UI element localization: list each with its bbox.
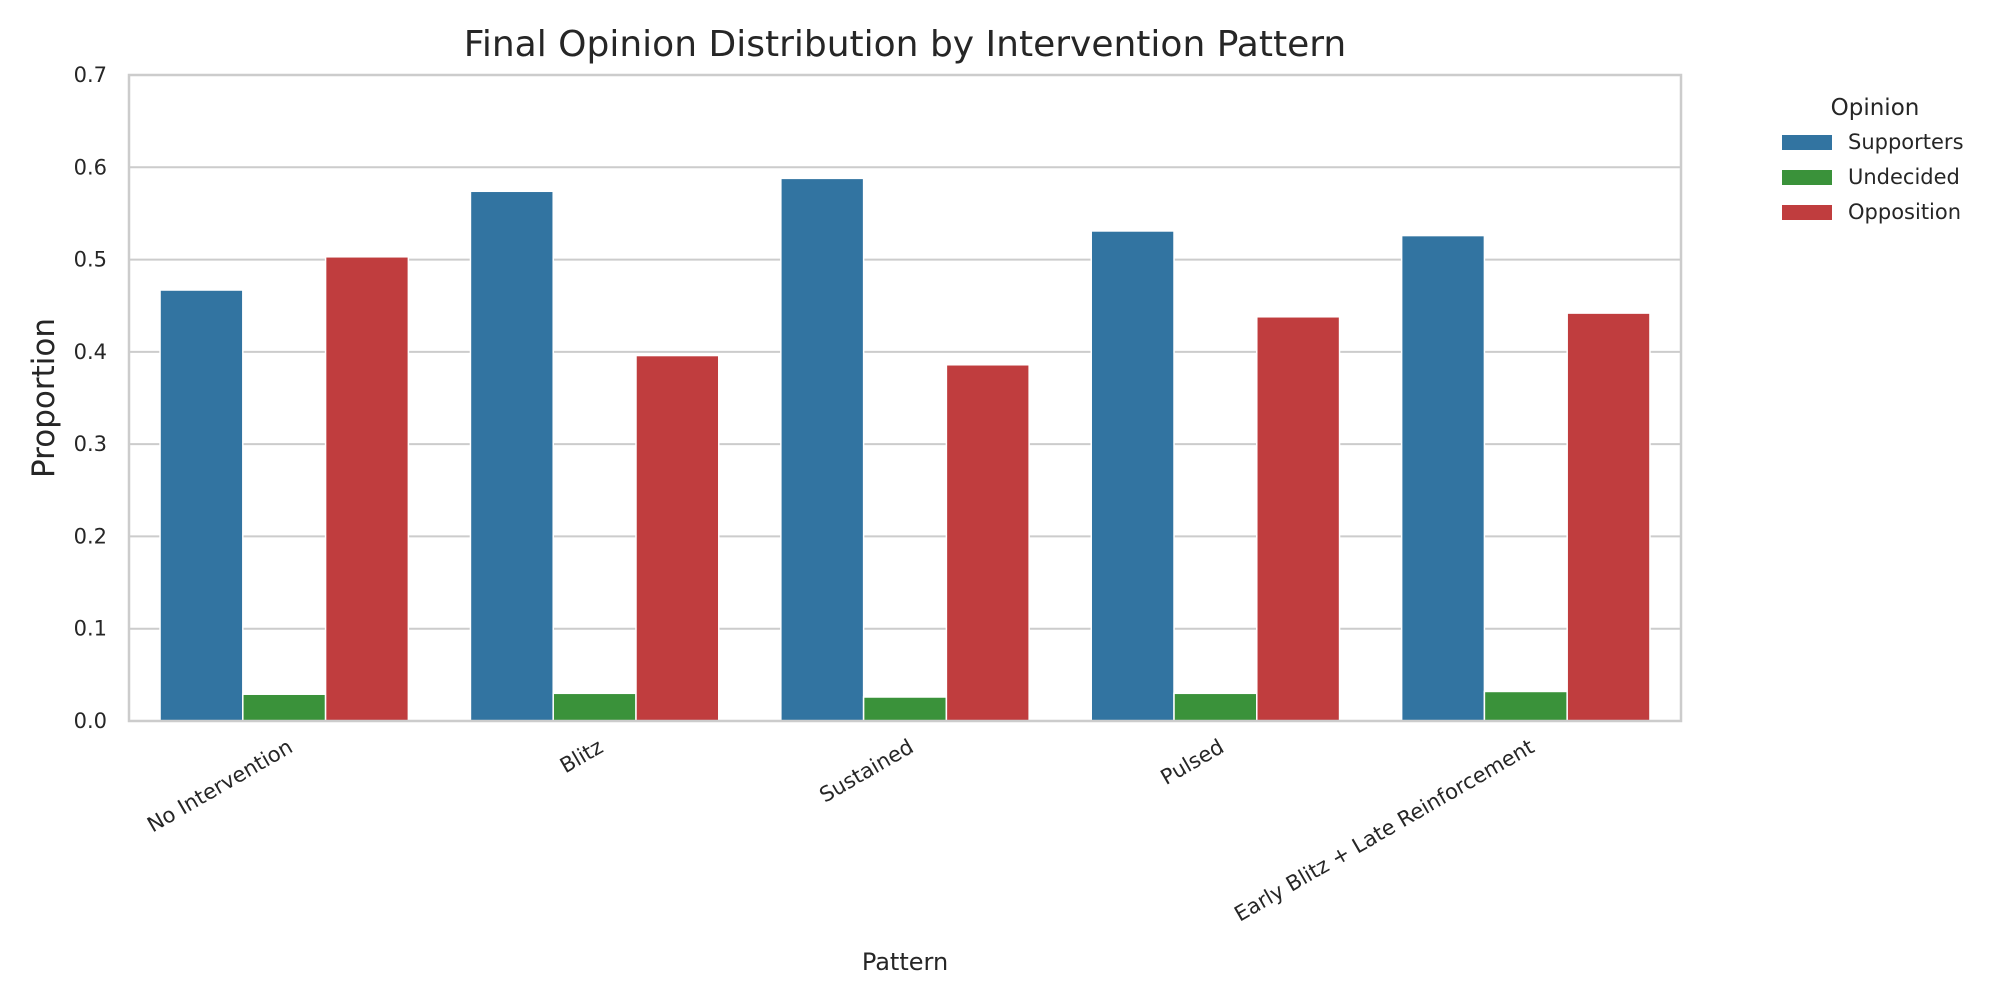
legend-label: Supporters — [1848, 130, 1964, 154]
y-tick-label: 0.3 — [74, 432, 107, 456]
bar-undecided — [1173, 692, 1258, 722]
legend-swatch — [1782, 170, 1832, 185]
x-tick-label: Sustained — [815, 735, 917, 808]
y-tick-label: 0.7 — [74, 63, 107, 87]
bar-opposition — [1566, 312, 1651, 722]
plot-frame — [127, 73, 1683, 723]
y-tick-label: 0.1 — [74, 617, 107, 641]
bar-supporters — [469, 190, 554, 722]
bar-opposition — [635, 354, 720, 722]
y-tick-label: 0.4 — [74, 340, 107, 364]
bar-supporters — [780, 177, 865, 722]
bar-opposition — [945, 364, 1030, 722]
bar-undecided — [552, 692, 637, 722]
legend-swatch — [1782, 205, 1832, 220]
legend: Opinion Supporters Undecided Opposition — [1782, 95, 1964, 224]
y-axis-label: Proportion — [26, 318, 62, 478]
legend-title: Opinion — [1831, 95, 1920, 121]
x-tick-label: Pulsed — [1156, 735, 1227, 790]
y-tick-label: 0.2 — [74, 524, 107, 548]
bar-supporters — [1400, 234, 1486, 722]
bar-supporters — [159, 289, 244, 722]
y-tick-label: 0.5 — [74, 248, 107, 272]
bar-undecided — [1483, 690, 1568, 722]
legend-label: Opposition — [1848, 200, 1961, 224]
y-tick-label: 0.6 — [74, 155, 107, 179]
bar-undecided — [862, 696, 948, 722]
bar-opposition — [324, 256, 410, 722]
x-axis-ticks: No Intervention Blitz Sustained Pulsed Early… — [143, 735, 1538, 927]
bar-supporters — [1090, 230, 1175, 722]
bar-undecided — [242, 693, 327, 722]
x-axis-label: Pattern — [862, 948, 948, 976]
legend-label: Undecided — [1848, 165, 1960, 189]
x-tick-label: No Intervention — [143, 735, 297, 837]
x-tick-label: Blitz — [556, 735, 607, 778]
bar-opposition — [1256, 316, 1341, 722]
legend-swatch — [1782, 135, 1832, 150]
bars — [159, 177, 1651, 722]
y-axis-ticks: 0.0 0.1 0.2 0.3 0.4 0.5 0.6 0.7 — [74, 63, 107, 733]
x-tick-label: Early Blitz + Late Reinforcement — [1230, 735, 1538, 927]
chart-title: Final Opinion Distribution by Interventi… — [464, 24, 1346, 65]
y-tick-label: 0.0 — [74, 709, 107, 733]
